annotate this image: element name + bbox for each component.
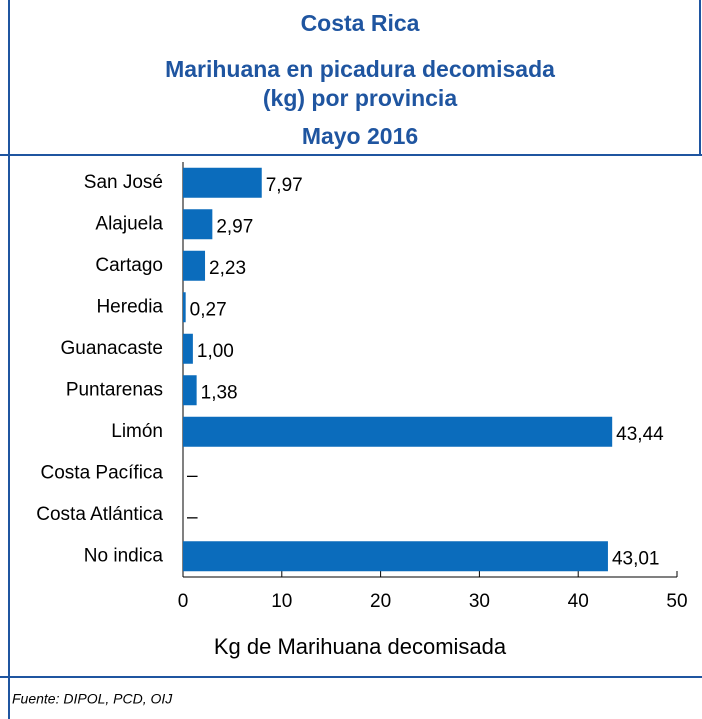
value-label: 7,97 xyxy=(266,175,303,196)
chart-title: Costa Rica xyxy=(301,10,420,36)
value-label: 43,01 xyxy=(612,548,660,569)
y-tick-label: Costa Atlántica xyxy=(36,504,163,525)
x-tick-label: 20 xyxy=(370,591,391,612)
y-tick-label: San José xyxy=(84,172,163,193)
y-tick-label: Cartago xyxy=(95,255,163,276)
y-tick-label: No indica xyxy=(84,545,164,566)
chart-period: Mayo 2016 xyxy=(302,123,418,149)
bar xyxy=(183,416,613,447)
chart-subtitle: Marihuana en picadura decomisada xyxy=(165,56,555,82)
x-tick-label: 0 xyxy=(178,591,189,612)
value-label: 2,23 xyxy=(209,258,246,279)
y-tick-label: Heredia xyxy=(96,296,163,317)
bar xyxy=(183,292,186,323)
y-tick-label: Guanacaste xyxy=(61,338,163,359)
bar xyxy=(183,541,608,572)
bar xyxy=(183,250,206,281)
y-tick-label: Limón xyxy=(111,421,163,442)
bar xyxy=(183,375,197,406)
x-tick-label: 30 xyxy=(469,591,490,612)
bar xyxy=(183,209,213,240)
value-label: 2,97 xyxy=(216,216,253,237)
value-label: 1,38 xyxy=(201,382,238,403)
x-tick-label: 10 xyxy=(271,591,292,612)
source: Fuente: DIPOL, PCD, OIJ xyxy=(12,691,173,707)
x-tick-label: 50 xyxy=(666,591,687,612)
value-label: – xyxy=(187,465,198,486)
chart-subtitle: (kg) por provincia xyxy=(263,85,457,111)
x-axis-label: Kg de Marihuana decomisada xyxy=(214,634,507,659)
value-label: 1,00 xyxy=(197,341,234,362)
bar xyxy=(183,167,262,198)
y-tick-label: Alajuela xyxy=(95,213,163,234)
value-label: 43,44 xyxy=(616,424,664,445)
bar xyxy=(183,333,193,364)
value-label: – xyxy=(187,507,198,528)
value-label: 0,27 xyxy=(190,299,227,320)
x-tick-label: 40 xyxy=(568,591,589,612)
y-tick-label: Costa Pacífica xyxy=(41,462,164,483)
y-tick-label: Puntarenas xyxy=(66,379,163,400)
